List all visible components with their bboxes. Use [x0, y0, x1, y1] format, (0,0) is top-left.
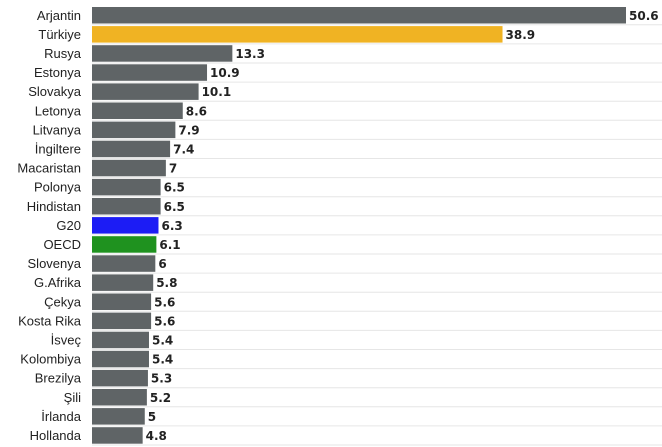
- bar: [92, 217, 159, 234]
- value-label: 5.3: [151, 372, 172, 386]
- bar: [92, 389, 147, 406]
- value-label: 6.1: [159, 238, 180, 252]
- bar: [92, 26, 503, 43]
- value-label: 7.9: [178, 123, 199, 137]
- bar: [92, 427, 143, 444]
- bar: [92, 236, 157, 253]
- bar: [92, 178, 161, 196]
- bar: [92, 331, 149, 349]
- value-label: 6: [158, 257, 166, 271]
- category-label: Kosta Rika: [18, 313, 82, 328]
- value-label: 6.3: [161, 219, 182, 233]
- category-label: Slovenya: [28, 256, 82, 271]
- category-label: Estonya: [34, 65, 82, 80]
- value-label: 5.6: [154, 314, 175, 328]
- bar: [92, 7, 626, 24]
- category-label: İrlanda: [41, 409, 82, 424]
- value-label: 8.6: [186, 104, 207, 118]
- category-label: Çekya: [44, 294, 82, 309]
- value-label: 5.2: [150, 391, 171, 405]
- category-label: Hindistan: [27, 199, 81, 214]
- bar: [92, 64, 208, 81]
- value-label: 10.1: [202, 85, 232, 99]
- value-label: 10.9: [210, 66, 240, 80]
- category-label: G20: [56, 218, 81, 233]
- value-label: 7: [169, 162, 177, 176]
- value-label: 50.6: [629, 9, 659, 23]
- category-label: Kolombiya: [20, 352, 81, 367]
- bar: [92, 312, 152, 330]
- category-label: İngiltere: [35, 141, 81, 156]
- category-label: Brezilya: [35, 371, 82, 386]
- category-label: G.Afrika: [34, 275, 82, 290]
- value-label: 4.8: [146, 429, 167, 443]
- value-label: 38.9: [506, 28, 536, 42]
- value-label: 5.4: [152, 333, 173, 347]
- category-label: OECD: [43, 237, 81, 252]
- bar: [92, 293, 152, 310]
- bar: [92, 102, 183, 119]
- category-label: Rusya: [44, 46, 82, 61]
- bar: [92, 350, 149, 368]
- category-label: Arjantin: [37, 8, 81, 23]
- bar: [92, 198, 161, 215]
- value-label: 5.6: [154, 295, 175, 309]
- category-label: Türkiye: [38, 27, 81, 42]
- value-label: 5.8: [156, 276, 177, 290]
- value-label: 6.5: [164, 181, 185, 195]
- value-label: 7.4: [173, 142, 194, 156]
- category-label: Slovakya: [28, 84, 82, 99]
- value-label: 5: [148, 410, 156, 424]
- category-label: Hollanda: [30, 428, 82, 443]
- category-label: İsveç: [51, 332, 82, 347]
- bar: [92, 140, 171, 158]
- category-label: Polonya: [34, 180, 82, 195]
- value-label: 6.5: [164, 200, 185, 214]
- bar: [92, 45, 233, 62]
- bar: [92, 369, 148, 387]
- bar: [92, 255, 156, 272]
- bar: [92, 274, 154, 291]
- bar: [92, 121, 176, 139]
- category-label: Macaristan: [17, 161, 81, 176]
- category-label: Şili: [64, 390, 81, 405]
- category-label: Letonya: [35, 103, 82, 118]
- value-label: 5.4: [152, 353, 173, 367]
- category-label: Litvanya: [33, 122, 82, 137]
- bar: [92, 83, 199, 100]
- bar: [92, 159, 166, 177]
- bar: [92, 408, 145, 425]
- value-label: 13.3: [235, 47, 265, 61]
